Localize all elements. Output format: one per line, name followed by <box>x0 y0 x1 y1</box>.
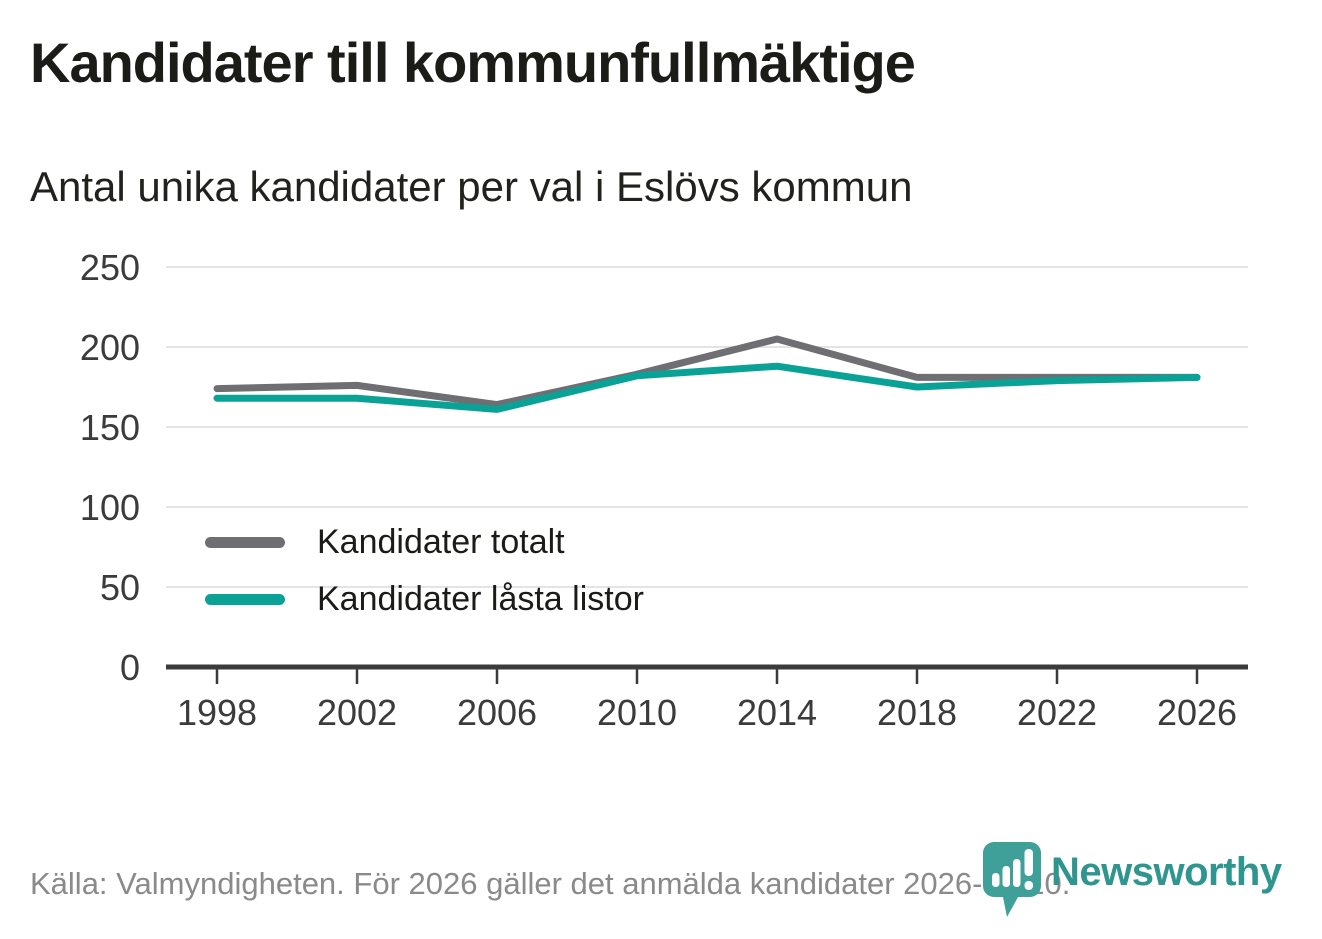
series-line-kandidater-l-sta-listor <box>213 362 1201 413</box>
chart-legend: Kandidater totalt Kandidater låsta listo… <box>205 522 644 618</box>
y-axis-label-100: 100 <box>80 487 140 528</box>
y-axis-label-50: 50 <box>100 567 140 608</box>
x-axis-label-2002: 2002 <box>317 692 397 733</box>
y-axis-label-150: 150 <box>80 407 140 448</box>
legend-swatch-kandidater-totalt <box>205 536 285 548</box>
y-axis-label-200: 200 <box>80 327 140 368</box>
legend-item-kandidater-totalt: Kandidater totalt <box>205 522 644 561</box>
exclamation-dot-icon <box>1024 881 1033 890</box>
x-axis-label-1998: 1998 <box>177 692 257 733</box>
bar-large-icon <box>1013 859 1021 887</box>
y-axis-label-0: 0 <box>120 647 140 688</box>
x-axis-label-2010: 2010 <box>597 692 677 733</box>
legend-item-kandidater-lasta-listor: Kandidater låsta listor <box>205 579 644 618</box>
newsworthy-brand[interactable]: Newsworthy <box>981 840 1282 920</box>
bar-small-icon <box>992 873 1000 887</box>
exclamation-bar-icon <box>1024 849 1033 876</box>
legend-swatch-kandidater-lasta-listor <box>205 593 285 605</box>
source-note: Källa: Valmyndigheten. För 2026 gäller d… <box>30 866 1071 901</box>
legend-label-kandidater-totalt: Kandidater totalt <box>317 522 565 561</box>
series-line-kandidater-totalt <box>213 335 1201 409</box>
newsworthy-pin-barchart-icon <box>983 842 1041 917</box>
legend-label-kandidater-lasta-listor: Kandidater låsta listor <box>317 579 644 618</box>
chart-subtitle: Antal unika kandidater per val i Eslövs … <box>30 163 913 210</box>
x-axis-label-2006: 2006 <box>457 692 537 733</box>
chart-title: Kandidater till kommunfullmäktige <box>30 31 916 94</box>
x-axis-label-2022: 2022 <box>1017 692 1097 733</box>
x-axis-label-2014: 2014 <box>737 692 817 733</box>
bar-medium-icon <box>1002 866 1010 887</box>
line-chart: 0 50 100 150 200 250 1998 2002 2006 2010 2014 2018 2… <box>80 247 1248 733</box>
x-axis-label-2026: 2026 <box>1157 692 1237 733</box>
x-axis-label-2018: 2018 <box>877 692 957 733</box>
y-axis-label-250: 250 <box>80 247 140 288</box>
newsworthy-wordmark[interactable]: Newsworthy <box>1051 850 1282 894</box>
